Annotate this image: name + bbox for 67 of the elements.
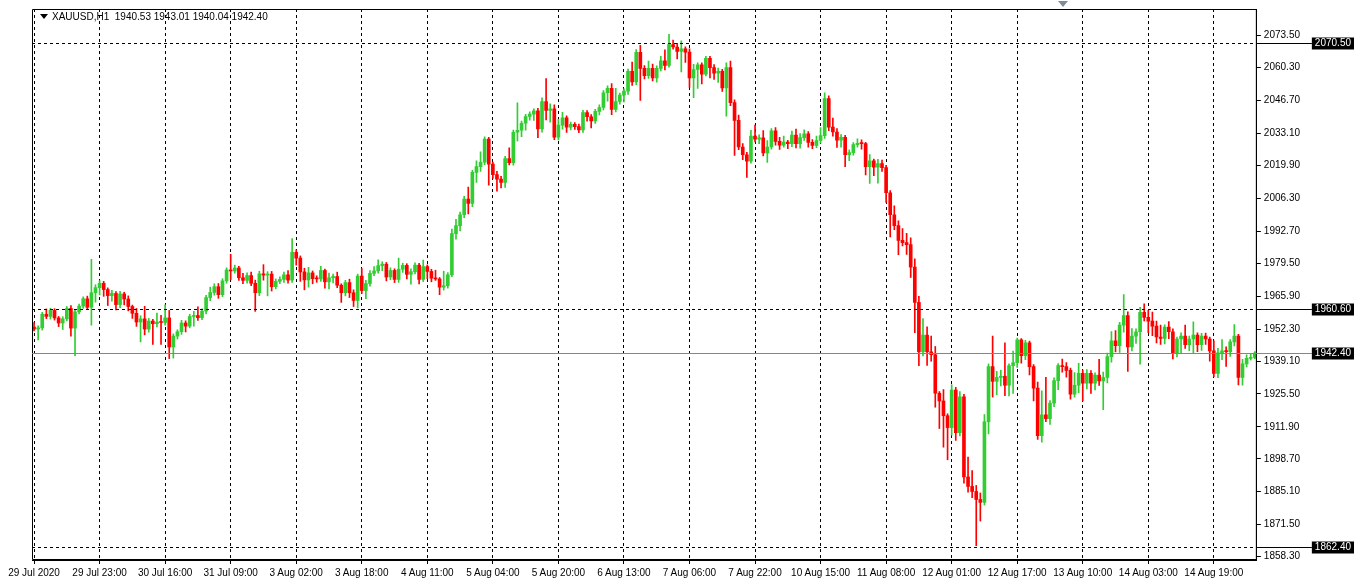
x-tick-label: 13 Aug 10:00 (1053, 566, 1113, 578)
candlestick (441, 270, 446, 291)
y-tick-label: 1939.10 (1263, 354, 1301, 366)
candlestick (544, 78, 548, 121)
ref-line-label: 1960.60 (1314, 303, 1352, 315)
x-tick-label: 5 Aug 04:00 (466, 566, 520, 578)
y-tick-label: 1871.50 (1263, 518, 1301, 530)
candlestick (196, 306, 200, 321)
candlestick (466, 186, 471, 215)
ref-line-label: 1942.40 (1314, 347, 1352, 359)
candlestick (839, 134, 843, 148)
x-tick-label: 29 Jul 2020 (8, 566, 61, 578)
candlestick (679, 40, 684, 73)
candlestick (548, 103, 553, 123)
x-tick-label: 6 Aug 13:00 (597, 566, 652, 578)
candlestick (151, 319, 155, 345)
y-tick-label: 1965.90 (1263, 289, 1301, 301)
y-tick-label: 1925.50 (1263, 387, 1301, 399)
candlestick (753, 124, 757, 143)
x-tick-label: 14 Aug 19:00 (1184, 566, 1244, 578)
candlestick (867, 154, 872, 184)
x-tick-label: 4 Aug 11:00 (400, 566, 455, 578)
x-tick-label: 12 Aug 01:00 (922, 566, 982, 578)
y-tick-label: 1885.10 (1263, 485, 1301, 497)
candlestick (1003, 342, 1007, 396)
candlestick (1179, 332, 1183, 354)
y-tick-label: 1952.30 (1263, 322, 1301, 334)
y-tick-label: 1911.90 (1263, 420, 1300, 432)
candlestick (876, 159, 880, 184)
candlestick (781, 135, 786, 148)
candlestick (110, 289, 114, 302)
y-tick-label: 2073.50 (1263, 29, 1301, 41)
candlestick (191, 311, 196, 327)
candlestick (1097, 358, 1101, 386)
x-tick-label: 11 Aug 08:00 (857, 566, 916, 578)
y-tick-label: 2060.30 (1263, 61, 1301, 73)
y-tick-label: 2019.90 (1263, 159, 1301, 171)
x-tick-label: 3 Aug 18:00 (335, 566, 389, 578)
candlestick (994, 371, 999, 395)
candlestick (1224, 346, 1228, 367)
candlestick (1248, 353, 1253, 361)
x-tick-label: 29 Jul 23:00 (72, 566, 128, 578)
y-tick-label: 1979.50 (1263, 256, 1301, 268)
y-tick-label: 2046.70 (1263, 94, 1301, 106)
y-tick-label: 2006.30 (1263, 192, 1301, 204)
candlestick (380, 261, 385, 272)
chart-title: XAUUSD,H1 1940.53 1943.01 1940.04 1942.40 (52, 11, 268, 22)
y-tick-label: 1898.70 (1263, 452, 1301, 464)
ref-line-label: 2070.50 (1314, 37, 1352, 49)
x-tick-label: 3 Aug 02:00 (269, 566, 324, 578)
y-tick-label: 1858.30 (1263, 550, 1301, 562)
candlestick (1060, 358, 1065, 373)
x-tick-label: 31 Jul 09:00 (203, 566, 259, 578)
y-tick-label: 2033.10 (1263, 127, 1301, 139)
x-tick-label: 30 Jul 16:00 (137, 566, 193, 578)
x-tick-label: 12 Aug 17:00 (987, 566, 1048, 578)
y-tick-label: 1992.70 (1263, 224, 1301, 236)
candlestick (785, 139, 790, 150)
x-tick-label: 10 Aug 15:00 (791, 566, 851, 578)
candlestick (159, 314, 163, 345)
candlestick (1044, 376, 1048, 423)
x-tick-label: 7 Aug 22:00 (728, 566, 783, 578)
x-tick-label: 7 Aug 06:00 (662, 566, 717, 578)
ref-line-label: 1862.40 (1314, 541, 1352, 553)
candlestick (695, 62, 700, 89)
x-tick-label: 5 Aug 20:00 (531, 566, 586, 578)
x-tick-label: 14 Aug 03:00 (1118, 566, 1179, 578)
